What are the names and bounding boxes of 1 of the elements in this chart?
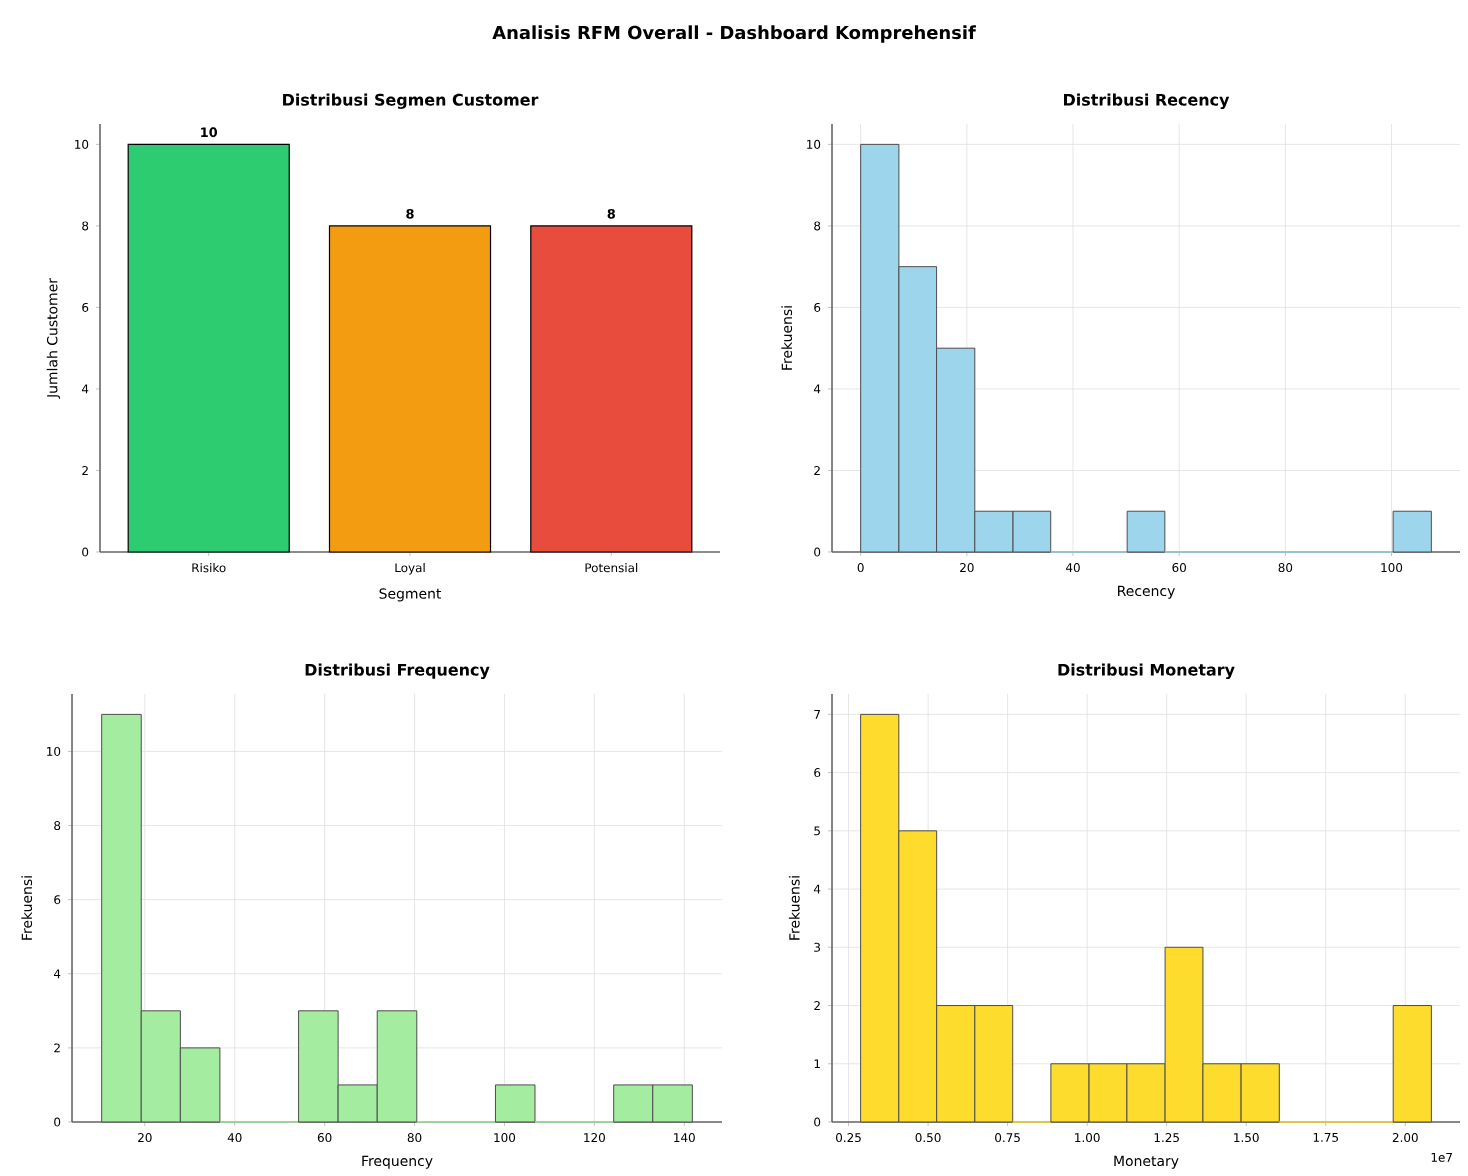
text: Analisis RFM Overall - Dashboard Komprehensif — [492, 25, 976, 43]
